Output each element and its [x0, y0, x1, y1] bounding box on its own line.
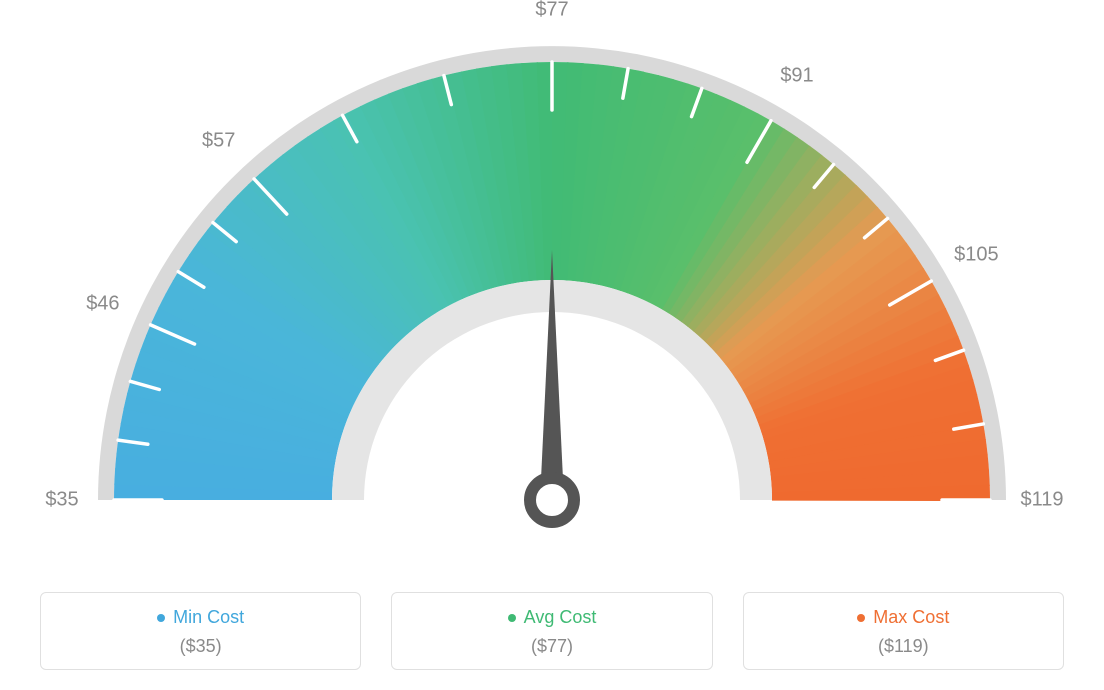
gauge-tick-label: $105: [954, 244, 999, 267]
legend-avg-label: Avg Cost: [508, 607, 597, 628]
legend-max-value: ($119): [754, 636, 1053, 657]
legend-card-avg: Avg Cost ($77): [391, 592, 712, 670]
gauge-tick-label: $57: [202, 129, 235, 152]
legend-min-value: ($35): [51, 636, 350, 657]
gauge-tick-label: $91: [780, 64, 813, 87]
legend-row: Min Cost ($35) Avg Cost ($77) Max Cost (…: [40, 592, 1064, 670]
legend-avg-value: ($77): [402, 636, 701, 657]
legend-card-max: Max Cost ($119): [743, 592, 1064, 670]
gauge-tick-label: $35: [45, 489, 78, 512]
gauge-tick-label: $119: [1020, 489, 1063, 512]
legend-max-label: Max Cost: [857, 607, 949, 628]
legend-card-min: Min Cost ($35): [40, 592, 361, 670]
cost-gauge: $35 $46 $57 $77 $91 $105 $119: [0, 0, 1104, 580]
gauge-tick-label: $77: [535, 0, 568, 22]
legend-min-label: Min Cost: [157, 607, 244, 628]
gauge-tick-label: $46: [86, 293, 119, 316]
